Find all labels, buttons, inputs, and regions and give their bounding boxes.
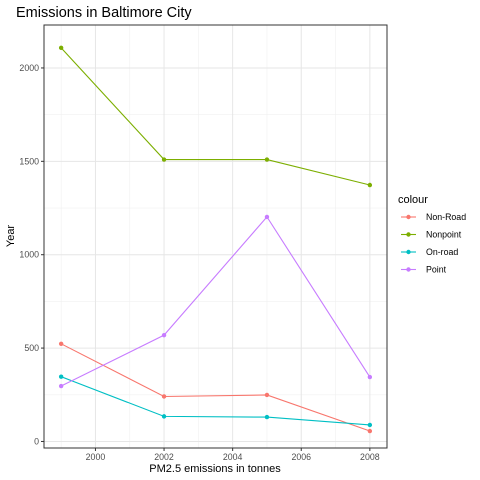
chart-title: Emissions in Baltimore City [16,5,192,21]
legend-label: Point [426,265,447,275]
data-point-point [367,374,373,380]
y-tick-label: 0 [34,436,39,446]
legend-key-point [406,214,411,220]
x-axis-label: PM2.5 emissions in tonnes [149,463,281,475]
y-tick-label: 1500 [19,156,39,166]
legend: colour Non-Road Nonpoint On-road Point [398,194,466,275]
legend-keys: Non-Road Nonpoint On-road Point [401,212,466,275]
legend-item-on-road: On-road [401,247,458,257]
x-tick-label: 2008 [360,452,380,462]
legend-key-point [406,249,411,255]
data-point-nonpoint [264,157,270,162]
legend-key-point [406,267,411,272]
data-point-on-road [264,414,270,420]
x-tick-label: 2002 [154,452,174,462]
legend-item-nonpoint: Nonpoint [401,230,462,240]
data-point-non-road [367,428,373,434]
y-axis-label: Year [5,225,17,248]
y-tick-label: 2000 [19,63,39,73]
data-point-nonpoint [58,45,64,51]
series-line-on-road [60,376,370,426]
y-tick-label: 1000 [19,250,39,260]
x-axis-ticks: 2000 2002 2004 2006 2008 [86,448,380,462]
series-line-point [60,215,371,387]
x-tick-label: 2006 [291,452,311,462]
data-point-non-road [58,341,64,347]
data-point-on-road [58,374,64,379]
x-tick-label: 2004 [223,452,243,462]
legend-item-non-road: Non-Road [401,212,466,222]
data-point-non-road [161,394,167,399]
data-point-point [264,214,270,220]
data-point-point [58,383,64,389]
data-point-non-road [264,392,270,398]
plot-panel-border [43,24,388,449]
data-point-on-road [161,414,167,419]
legend-title: colour [398,194,428,206]
x-tick-label: 2000 [86,452,106,462]
data-point-nonpoint [367,182,373,188]
data-point-point [161,332,167,338]
data-point-nonpoint [161,157,167,162]
data-point-on-road [367,422,373,428]
legend-label: Nonpoint [426,230,462,240]
legend-label: Non-Road [426,212,466,222]
series-layer [58,45,373,434]
legend-item-point: Point [401,265,447,275]
series-line-nonpoint [60,47,370,186]
y-axis-ticks: 0 500 1000 1500 2000 [19,63,44,446]
minor-gridlines [44,25,387,448]
legend-key-point [406,232,411,237]
series-line-non-road [60,343,371,432]
y-tick-label: 500 [24,343,39,353]
legend-label: On-road [426,247,458,257]
